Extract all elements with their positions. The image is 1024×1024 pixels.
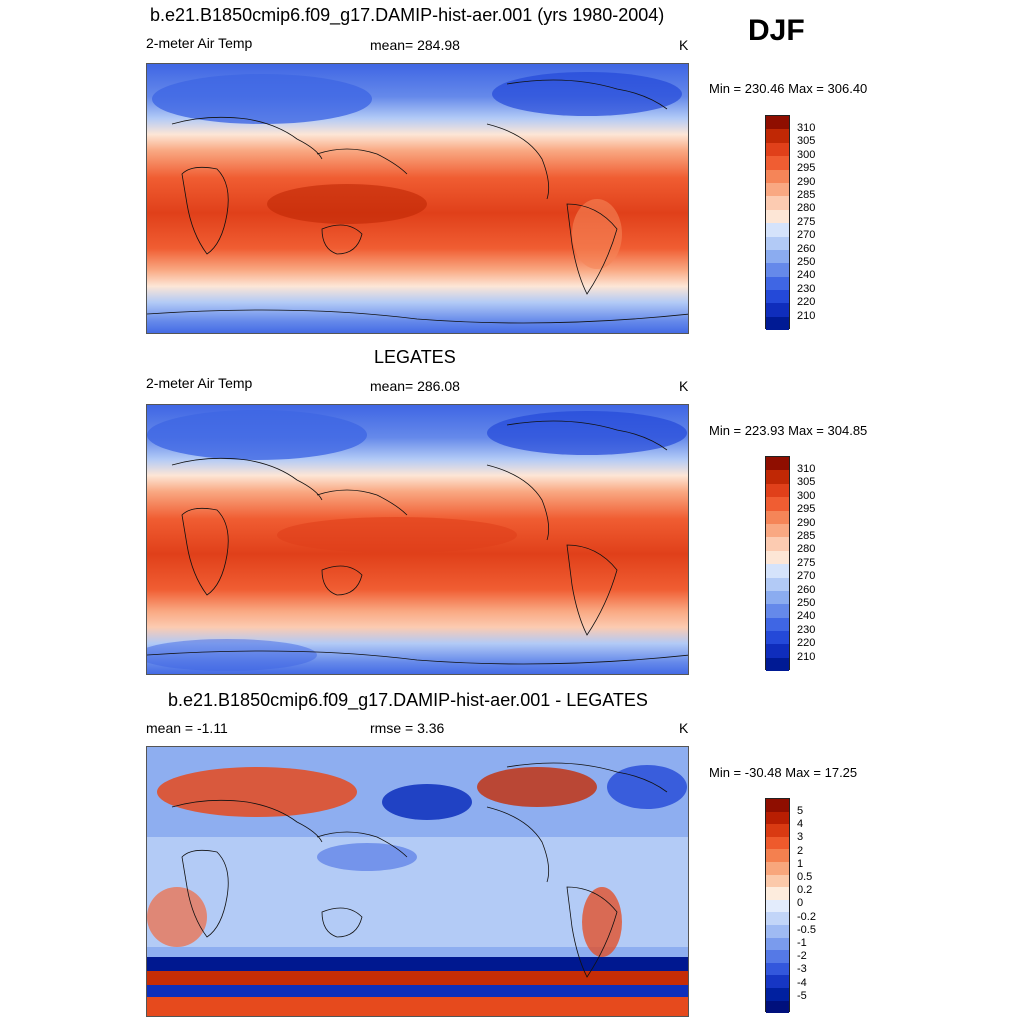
colorbar-tick-label: -2 — [797, 950, 807, 963]
panel2-title: LEGATES — [374, 347, 456, 367]
colorbar-tick-label: 4 — [797, 818, 804, 831]
colorbar-tick-label: -1 — [797, 937, 807, 949]
panel2-minmax: Min = 223.93 Max = 304.85 — [709, 423, 868, 438]
colorbar-tick-label: 240 — [797, 269, 816, 282]
colorbar-tick-label: 250 — [797, 597, 816, 609]
panel1-title: b.e21.B1850cmip6.f09_g17.DAMIP-hist-aer.… — [150, 5, 665, 25]
colorbar-tick-label: 295 — [797, 162, 816, 175]
colorbar-tick-label: -5 — [797, 989, 807, 1002]
panel1-variable-label: 2-meter Air Temp — [146, 35, 253, 51]
colorbar-tick-label: 260 — [797, 583, 816, 596]
colorbar-tick-label: 280 — [797, 543, 816, 556]
panel3-minmax: Min = -30.48 Max = 17.25 — [709, 765, 858, 780]
panel3-rmse-label: rmse = 3.36 — [370, 720, 445, 736]
colorbar-tick-label: 310 — [797, 463, 816, 475]
colorbar-tick-label: 285 — [797, 189, 816, 201]
colorbar-tick-label: 230 — [797, 623, 816, 636]
panel3-title: b.e21.B1850cmip6.f09_g17.DAMIP-hist-aer.… — [168, 690, 648, 710]
colorbar-tick-label: 280 — [797, 202, 816, 215]
colorbar-tick-label: 2 — [797, 844, 804, 857]
colorbar-tick-label: 270 — [797, 570, 816, 583]
colorbar-tick-label: 5 — [797, 805, 804, 817]
colorbar-tick-label: 290 — [797, 175, 816, 188]
colorbar-tick-label: 275 — [797, 215, 816, 228]
colorbar-tick-label: 290 — [797, 516, 816, 529]
colorbar-tick-label: 310 — [797, 122, 816, 134]
panel1-mean-label: mean= 284.98 — [370, 37, 460, 53]
panel3-mean-label: mean = -1.11 — [146, 720, 228, 736]
panel1-map — [146, 63, 689, 334]
panel1-units-label: K — [679, 37, 689, 53]
colorbar-tick-label: -0.2 — [797, 910, 816, 923]
colorbar-tick-label: 0 — [797, 897, 804, 910]
panel1-colorbar — [765, 115, 790, 331]
panel3-units-label: K — [679, 720, 689, 736]
colorbar-tick-label: 210 — [797, 650, 816, 663]
season-label: DJF — [748, 14, 805, 47]
panel2-colorbar — [765, 456, 790, 672]
panel2-mean-label: mean= 286.08 — [370, 378, 460, 394]
colorbar-tick-label: 250 — [797, 256, 816, 268]
colorbar-tick-label: 270 — [797, 229, 816, 242]
colorbar-tick-label: 300 — [797, 489, 816, 502]
colorbar-tick-label: 285 — [797, 530, 816, 542]
colorbar-tick-label: 230 — [797, 282, 816, 295]
colorbar-tick-label: 305 — [797, 135, 816, 148]
panel2-units-label: K — [679, 378, 689, 394]
panel2-map — [146, 404, 689, 675]
panel3-colorbar — [765, 798, 790, 1014]
colorbar-tick-label: 0.5 — [797, 871, 813, 883]
colorbar-tick-label: 295 — [797, 503, 816, 516]
colorbar-tick-label: -4 — [797, 976, 807, 989]
panel1-minmax: Min = 230.46 Max = 306.40 — [709, 81, 868, 96]
panel2-variable-label: 2-meter Air Temp — [146, 375, 253, 391]
colorbar-tick-label: 300 — [797, 148, 816, 161]
panel3-map — [146, 746, 689, 1017]
colorbar-tick-label: 220 — [797, 296, 816, 309]
colorbar-tick-label: 1 — [797, 857, 804, 870]
colorbar-tick-label: -3 — [797, 963, 807, 976]
colorbar-tick-label: 210 — [797, 309, 816, 322]
colorbar-tick-label: 275 — [797, 556, 816, 569]
colorbar-tick-label: 240 — [797, 610, 816, 623]
colorbar-tick-label: 305 — [797, 476, 816, 489]
colorbar-tick-label: -0.5 — [797, 923, 816, 936]
colorbar-tick-label: 0.2 — [797, 884, 813, 897]
colorbar-tick-label: 260 — [797, 242, 816, 255]
colorbar-tick-label: 220 — [797, 637, 816, 650]
colorbar-tick-label: 3 — [797, 831, 804, 844]
